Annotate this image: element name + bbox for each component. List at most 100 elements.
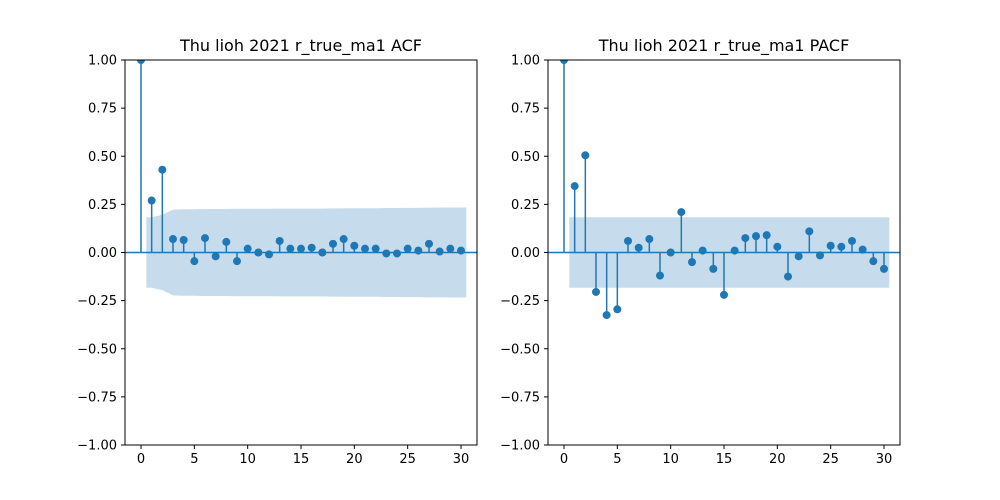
acf-marker-lag-23 — [382, 249, 391, 258]
acf-marker-lag-27 — [425, 239, 433, 248]
acf-marker-lag-10 — [243, 244, 252, 253]
pacf-marker-lag-15 — [720, 290, 728, 299]
pacf-marker-lag-19 — [762, 231, 771, 240]
pacf-marker-lag-29 — [869, 257, 878, 266]
pacf-marker-lag-25 — [826, 241, 835, 250]
acf-ytick-label-2: −0.50 — [77, 342, 117, 357]
acf-marker-lag-4 — [179, 235, 188, 244]
pacf-ytick-label-8: 1.00 — [511, 54, 540, 69]
pacf-marker-lag-5 — [613, 305, 622, 314]
pacf-ytick-label-4: 0.00 — [511, 246, 540, 261]
pacf-marker-lag-26 — [837, 242, 846, 251]
acf-marker-lag-7 — [211, 252, 220, 261]
acf-plot-area — [125, 60, 477, 298]
pacf-xtick-label-20: 20 — [769, 452, 786, 467]
acf-marker-lag-8 — [222, 237, 231, 246]
pacf-ytick-label-5: 0.25 — [511, 198, 540, 213]
acf-ytick-label-1: −0.75 — [77, 390, 117, 405]
pacf-ytick-label-0: −1.00 — [500, 439, 540, 454]
pacf-marker-lag-16 — [730, 246, 739, 255]
acf-marker-lag-9 — [233, 257, 241, 266]
pacf-marker-lag-14 — [709, 264, 718, 273]
acf-xtick-label-25: 25 — [399, 452, 416, 467]
acf-xtick-label-10: 10 — [239, 452, 256, 467]
acf-xtick-label-20: 20 — [346, 452, 363, 467]
pacf-marker-lag-20 — [773, 242, 782, 251]
pacf-marker-lag-6 — [624, 236, 632, 245]
acf-marker-lag-25 — [403, 244, 412, 253]
acf-marker-lag-3 — [169, 235, 177, 244]
acf-marker-lag-28 — [435, 247, 444, 256]
acf-marker-lag-20 — [350, 241, 359, 250]
acf-marker-lag-16 — [307, 243, 316, 252]
pacf-marker-lag-27 — [848, 236, 856, 245]
acf-ytick-label-7: 0.75 — [88, 102, 117, 117]
pacf-ytick-label-3: −0.25 — [500, 294, 540, 309]
pacf-marker-lag-24 — [816, 251, 824, 260]
acf-marker-lag-1 — [147, 196, 156, 205]
pacf-ytick-label-2: −0.50 — [500, 342, 540, 357]
pacf-marker-lag-28 — [858, 245, 867, 254]
acf-marker-lag-2 — [158, 165, 167, 174]
acf-marker-lag-17 — [318, 248, 327, 257]
pacf-xtick-label-30: 30 — [876, 452, 893, 467]
pacf-marker-lag-3 — [592, 287, 600, 296]
pacf-marker-lag-23 — [805, 227, 814, 236]
pacf-marker-lag-11 — [677, 208, 686, 217]
pacf-marker-lag-8 — [645, 235, 654, 244]
pacf-marker-lag-12 — [688, 258, 696, 267]
acf-marker-lag-13 — [275, 236, 284, 245]
acf-ytick-label-8: 1.00 — [88, 54, 117, 69]
pacf-marker-lag-22 — [794, 252, 803, 261]
acf-marker-lag-22 — [371, 244, 380, 253]
pacf-marker-lag-2 — [581, 151, 590, 160]
acf-marker-lag-26 — [414, 246, 423, 255]
acf-xtick-label-5: 5 — [190, 452, 198, 467]
acf-ytick-label-5: 0.25 — [88, 198, 117, 213]
acf-xtick-label-0: 0 — [137, 452, 145, 467]
pacf-marker-lag-18 — [752, 232, 760, 241]
pacf-marker-lag-9 — [656, 271, 664, 280]
pacf-ytick-label-6: 0.50 — [511, 150, 540, 165]
pacf-xtick-label-25: 25 — [822, 452, 839, 467]
pacf-marker-lag-1 — [570, 182, 579, 191]
acf-title: Thu lioh 2021 r_true_ma1 ACF — [179, 36, 422, 56]
acf-ytick-label-6: 0.50 — [88, 150, 117, 165]
pacf-marker-lag-7 — [634, 243, 643, 252]
pacf-marker-lag-10 — [666, 248, 675, 257]
acf-marker-lag-18 — [329, 239, 337, 248]
pacf-xtick-label-10: 10 — [662, 452, 679, 467]
acf-marker-lag-19 — [339, 235, 348, 244]
acf-marker-lag-21 — [361, 244, 369, 253]
acf-marker-lag-29 — [446, 244, 455, 253]
pacf-ytick-label-7: 0.75 — [511, 102, 540, 117]
pacf-title: Thu lioh 2021 r_true_ma1 PACF — [598, 36, 850, 56]
acf-xtick-label-30: 30 — [453, 452, 470, 467]
pacf-marker-lag-4 — [602, 311, 611, 320]
acf-marker-lag-15 — [297, 244, 305, 253]
acf-ytick-label-3: −0.25 — [77, 294, 117, 309]
pacf-xtick-label-5: 5 — [613, 452, 621, 467]
acf-marker-lag-5 — [190, 257, 199, 266]
pacf-xtick-label-0: 0 — [560, 452, 568, 467]
acf-marker-lag-14 — [286, 244, 295, 253]
pacf-marker-lag-13 — [698, 246, 707, 255]
acf-ytick-label-4: 0.00 — [88, 246, 117, 261]
acf-marker-lag-11 — [254, 248, 263, 257]
pacf-marker-lag-0 — [560, 60, 568, 64]
pacf-marker-lag-17 — [741, 234, 750, 243]
pacf-marker-lag-30 — [880, 264, 888, 273]
acf-marker-lag-0 — [137, 60, 145, 64]
pacf-panel: 0 5 10 15 20 25 30 −1.00 −0.75 −0.50 −0.25 0.00 0.25… — [500, 36, 901, 467]
pacf-marker-lag-21 — [784, 272, 792, 281]
acf-marker-lag-24 — [393, 249, 401, 258]
acf-marker-lag-6 — [201, 234, 209, 243]
acf-marker-lag-30 — [457, 246, 465, 255]
acf-ytick-label-0: −1.00 — [77, 439, 117, 454]
pacf-ytick-label-1: −0.75 — [500, 390, 540, 405]
acf-panel: 0 5 10 15 20 25 30 −1.00 −0.75 −0.50 −0.25 0.00 0.25… — [77, 36, 478, 467]
pacf-plot-area — [548, 60, 900, 320]
acf-marker-lag-12 — [265, 250, 273, 259]
pacf-xtick-label-15: 15 — [716, 452, 733, 467]
